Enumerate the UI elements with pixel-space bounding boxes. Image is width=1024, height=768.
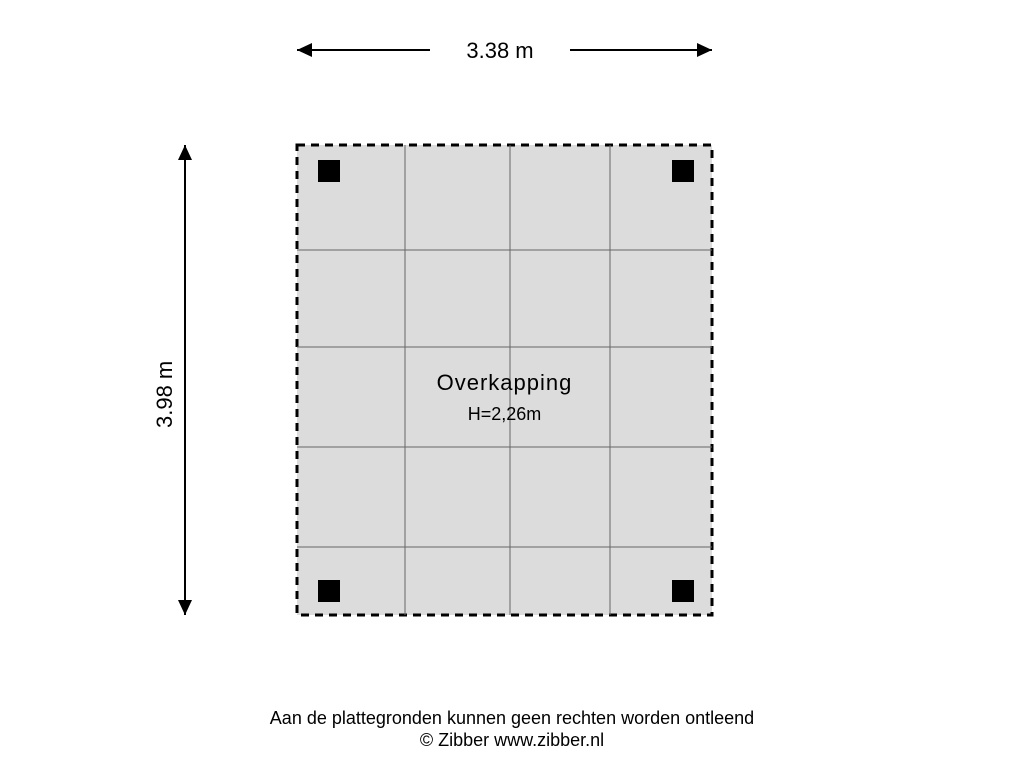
post-nw <box>318 160 340 182</box>
post-se <box>672 580 694 602</box>
dim-horizontal-label: 3.38 m <box>430 38 570 64</box>
post-sw <box>318 580 340 602</box>
post-ne <box>672 160 694 182</box>
footer-line-1: Aan de plattegronden kunnen geen rechten… <box>0 708 1024 729</box>
dim-h-arrowhead-left <box>297 43 312 57</box>
room-height-label: H=2,26m <box>297 404 712 425</box>
dim-v-arrowhead-top <box>178 145 192 160</box>
dim-v-arrowhead-bottom <box>178 600 192 615</box>
footer-line-2: © Zibber www.zibber.nl <box>0 730 1024 751</box>
floorplan-canvas: 3.38 m 3.98 m Overkapping H=2,26m Aan de… <box>0 0 1024 768</box>
room-name-label: Overkapping <box>297 370 712 396</box>
dim-vertical-label: 3.98 m <box>152 328 178 428</box>
dim-h-arrowhead-right <box>697 43 712 57</box>
